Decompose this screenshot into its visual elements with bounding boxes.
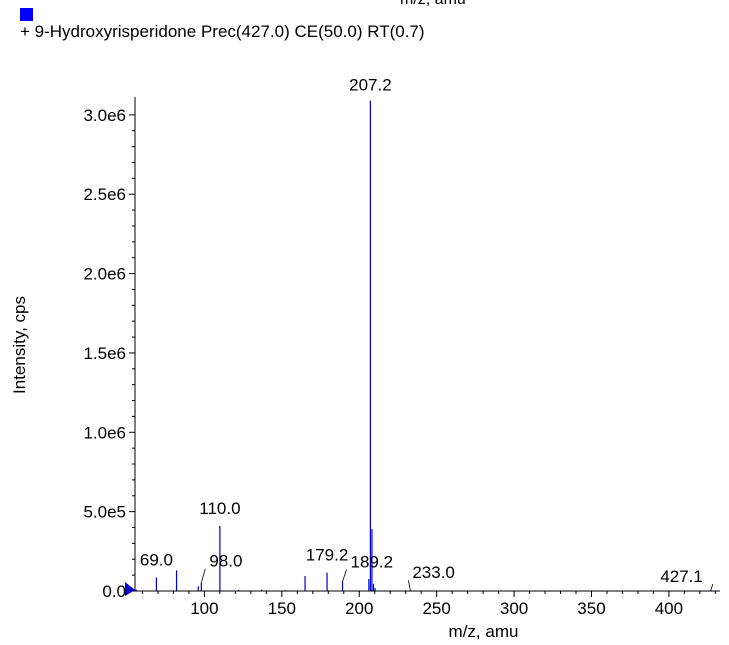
x-tick-label: 150 [268,599,296,618]
axis-start-marker [125,582,135,596]
peak-label: 69.0 [140,551,173,570]
y-tick-label: 5.0e5 [83,503,126,522]
y-tick-label: 2.0e6 [83,265,126,284]
x-tick-label: 400 [655,599,683,618]
x-tick-label: 250 [422,599,450,618]
peak-label-leader [407,580,411,591]
peak-label-leader [710,583,714,591]
y-axis-label: Intensity, cps [10,296,29,394]
peak-label: 98.0 [209,552,242,571]
x-tick-label: 100 [190,599,218,618]
y-tick-label: 2.5e6 [83,185,126,204]
peak-label: 189.2 [351,552,394,571]
peak-label: 179.2 [306,546,349,565]
legend-text: + 9-Hydroxyrisperidone Prec(427.0) CE(50… [20,22,425,41]
peak-label: 207.2 [349,76,392,95]
peak-label: 233.0 [412,563,455,582]
y-tick-label: 0.0 [102,582,126,601]
peak-label-leader [342,569,347,582]
x-axis-label: m/z, amu [449,622,519,641]
peak-label: 427.1 [660,567,703,586]
x-tick-label: 350 [577,599,605,618]
labels-layer: 207.2 110.0 69.0 98.0 179.2 189.2 233.0 427.1 [140,76,714,591]
bars-layer [135,100,712,591]
legend-swatch [20,8,33,21]
x-tick-label: 200 [345,599,373,618]
ticks-layer: 0.0 5.0e5 1.0e6 1.5e6 2.0e6 2.5e6 3.0e6 100 150 2… [83,106,716,618]
y-tick-label: 1.0e6 [83,423,126,442]
y-tick-label: 3.0e6 [83,106,126,125]
cut-off-axis-label: m/z, amu [400,0,466,9]
peak-label-leader [200,568,206,583]
y-tick-label: 1.5e6 [83,344,126,363]
peak-label: 110.0 [199,499,240,518]
x-tick-label: 300 [500,599,528,618]
